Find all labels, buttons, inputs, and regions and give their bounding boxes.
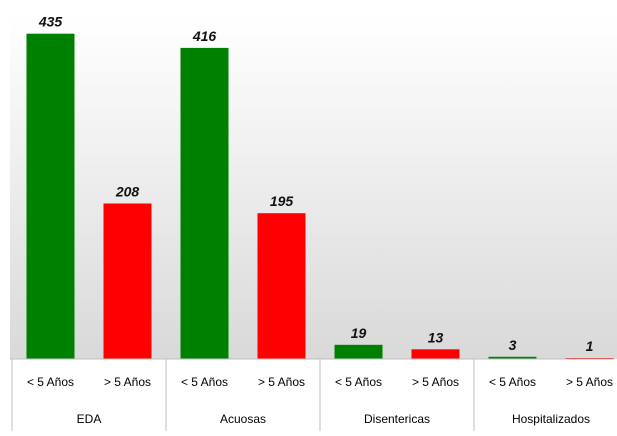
data-label-6: 13 — [428, 329, 444, 345]
category-tick-label: < 5 Años — [181, 375, 228, 389]
category-tick-label: > 5 Años — [258, 375, 305, 389]
data-label-1: 435 — [38, 14, 63, 30]
category-tick-label: > 5 Años — [104, 375, 151, 389]
category-tick-label: < 5 Años — [335, 375, 382, 389]
bar-3 — [180, 47, 229, 360]
category-tick-label: < 5 Años — [27, 375, 74, 389]
data-label-4: 195 — [270, 193, 294, 209]
data-label-3: 416 — [192, 28, 217, 44]
plot-background — [10, 15, 617, 359]
bars-layer — [26, 33, 614, 360]
bar-6 — [411, 349, 460, 359]
category-tick-label: > 5 Años — [412, 375, 459, 389]
data-label-2: 208 — [115, 184, 140, 200]
bar-5 — [334, 344, 383, 359]
category-tick-label: > 5 Años — [566, 375, 613, 389]
category-tick-label: < 5 Años — [489, 375, 536, 389]
bar-4 — [257, 213, 306, 359]
data-label-8: 1 — [586, 338, 594, 354]
data-labels-layer: 435 208 416 195 19 13 3 1 — [38, 14, 594, 354]
category-axis: < 5 Años > 5 Años < 5 Años > 5 Años < 5 Años… — [10, 358, 614, 431]
group-label-2: Acuosas — [220, 412, 266, 426]
bar-2 — [103, 203, 152, 359]
data-label-7: 3 — [509, 337, 517, 353]
group-label-3: Disentericas — [364, 412, 430, 426]
bar-7 — [488, 356, 537, 359]
group-label-1: EDA — [77, 412, 102, 426]
bar-1 — [26, 33, 75, 359]
data-label-5: 19 — [351, 325, 367, 341]
group-label-4: Hospitalizados — [512, 412, 590, 426]
